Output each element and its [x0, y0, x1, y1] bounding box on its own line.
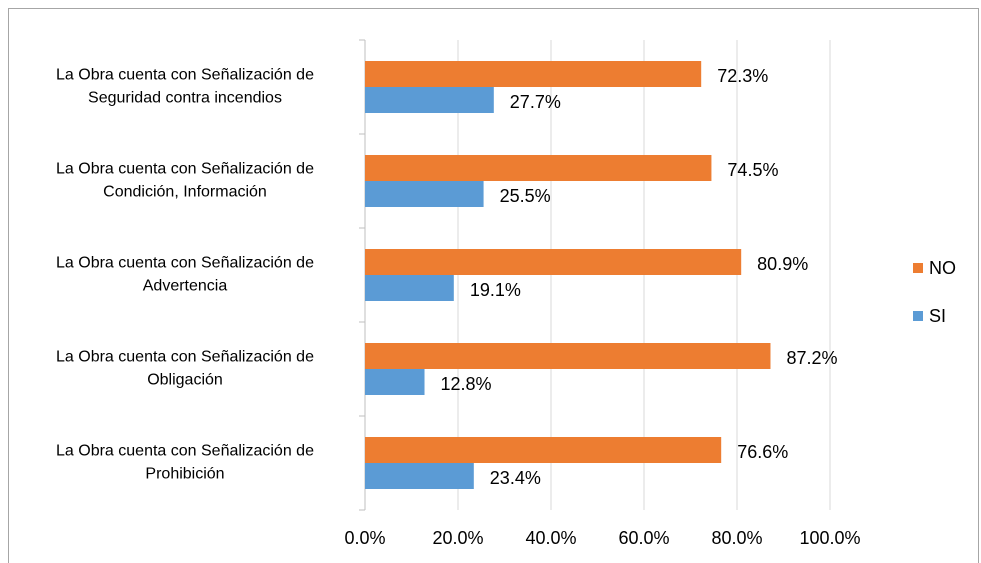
data-label: 25.5%: [500, 186, 551, 206]
x-tick-label: 80.0%: [711, 528, 762, 548]
data-label: 72.3%: [717, 66, 768, 86]
legend-label: SI: [929, 306, 946, 326]
bar: [365, 61, 702, 87]
label-line: Advertencia: [143, 278, 228, 295]
bar: [365, 155, 712, 181]
bar: [365, 463, 474, 489]
data-label: 19.1%: [470, 280, 521, 300]
data-label: 76.6%: [737, 442, 788, 462]
data-label: 23.4%: [490, 468, 541, 488]
label-line: Prohibición: [145, 466, 224, 483]
y-tick-label: La Obra cuenta con Señalización de Seguri…: [56, 67, 314, 107]
label-line: La Obra cuenta con Señalización de: [56, 161, 314, 178]
bar: [365, 87, 494, 113]
legend-swatch: [913, 311, 923, 321]
x-tick-label: 0.0%: [344, 528, 385, 548]
label-line: Obligación: [147, 372, 223, 389]
y-tick-label: La Obra cuenta con Señalización de Obliga…: [56, 349, 314, 389]
bar: [365, 275, 454, 301]
label-line: La Obra cuenta con Señalización de: [56, 349, 314, 366]
x-tick-label: 60.0%: [618, 528, 669, 548]
bar: [365, 181, 484, 207]
bar: [365, 249, 742, 275]
data-label: 80.9%: [757, 254, 808, 274]
bar: [365, 343, 771, 369]
bar: [365, 369, 425, 395]
label-line: La Obra cuenta con Señalización de: [56, 255, 314, 272]
x-tick-label: 100.0%: [799, 528, 860, 548]
label-line: Condición, Información: [103, 184, 267, 201]
label-line: Seguridad contra incendios: [88, 90, 282, 107]
label-line: La Obra cuenta con Señalización de: [56, 67, 314, 84]
y-tick-label: La Obra cuenta con Señalización de Condic…: [56, 161, 314, 201]
data-label: 27.7%: [510, 92, 561, 112]
x-tick-label: 20.0%: [432, 528, 483, 548]
label-line: La Obra cuenta con Señalización de: [56, 443, 314, 460]
data-label: 87.2%: [786, 348, 837, 368]
bar: [365, 437, 722, 463]
x-tick-label: 40.0%: [525, 528, 576, 548]
legend-swatch: [913, 263, 923, 273]
legend-label: NO: [929, 258, 956, 278]
y-tick-label: La Obra cuenta con Señalización de Advert…: [56, 255, 314, 295]
data-label: 74.5%: [727, 160, 778, 180]
y-tick-label: La Obra cuenta con Señalización de Prohib…: [56, 443, 314, 483]
data-label: 12.8%: [441, 374, 492, 394]
